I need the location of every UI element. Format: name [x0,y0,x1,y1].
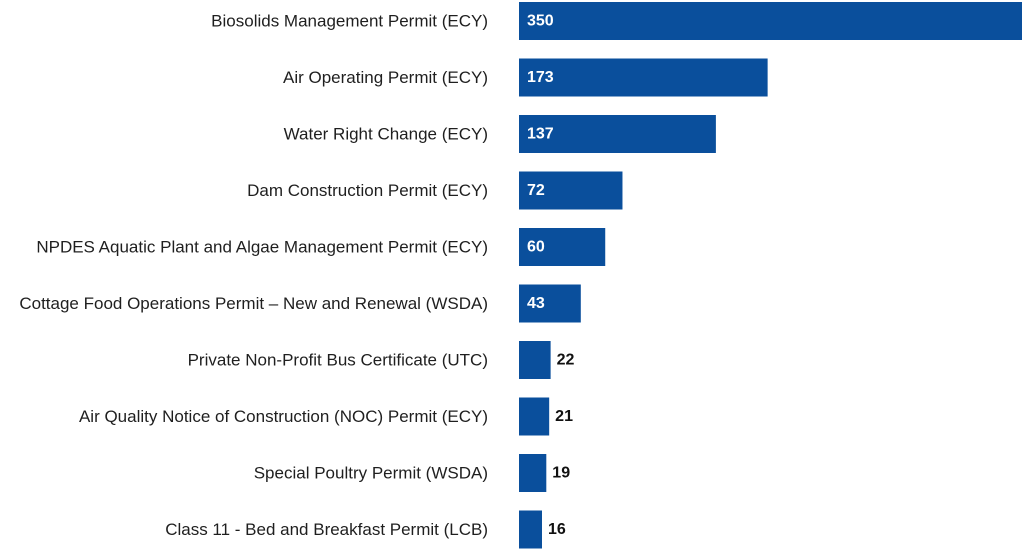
bars-layer: Biosolids Management Permit (ECY) 350 Air … [19,2,1022,549]
category-label: Dam Construction Permit (ECY) [247,181,488,200]
category-label: Biosolids Management Permit (ECY) [211,12,488,31]
value-label: 43 [527,295,545,312]
bar [519,454,547,492]
category-label: Special Poultry Permit (WSDA) [254,464,488,483]
value-label: 19 [552,465,570,482]
bar [519,397,550,436]
value-label: 60 [527,239,545,256]
bar [519,228,606,266]
category-label: NPDES Aquatic Plant and Algae Management… [36,238,488,257]
bar [519,115,716,153]
category-label: Water Right Change (ECY) [284,125,488,144]
category-label: Cottage Food Operations Permit – New and… [19,294,488,313]
bar [519,58,768,97]
value-label: 137 [527,126,554,143]
category-label: Air Operating Permit (ECY) [283,68,488,87]
category-label: Private Non-Profit Bus Certificate (UTC) [188,351,488,370]
bar [519,2,1022,40]
bar [519,171,623,210]
bar [519,284,581,323]
value-label: 22 [557,352,575,369]
value-label: 16 [548,521,566,538]
value-label: 173 [527,69,554,86]
value-label: 350 [527,13,554,30]
category-label: Air Quality Notice of Construction (NOC)… [79,407,488,426]
bar [519,341,551,379]
value-label: 72 [527,182,545,199]
value-label: 21 [555,408,573,425]
bar [519,510,542,549]
category-label: Class 11 - Bed and Breakfast Permit (LCB… [165,520,488,539]
